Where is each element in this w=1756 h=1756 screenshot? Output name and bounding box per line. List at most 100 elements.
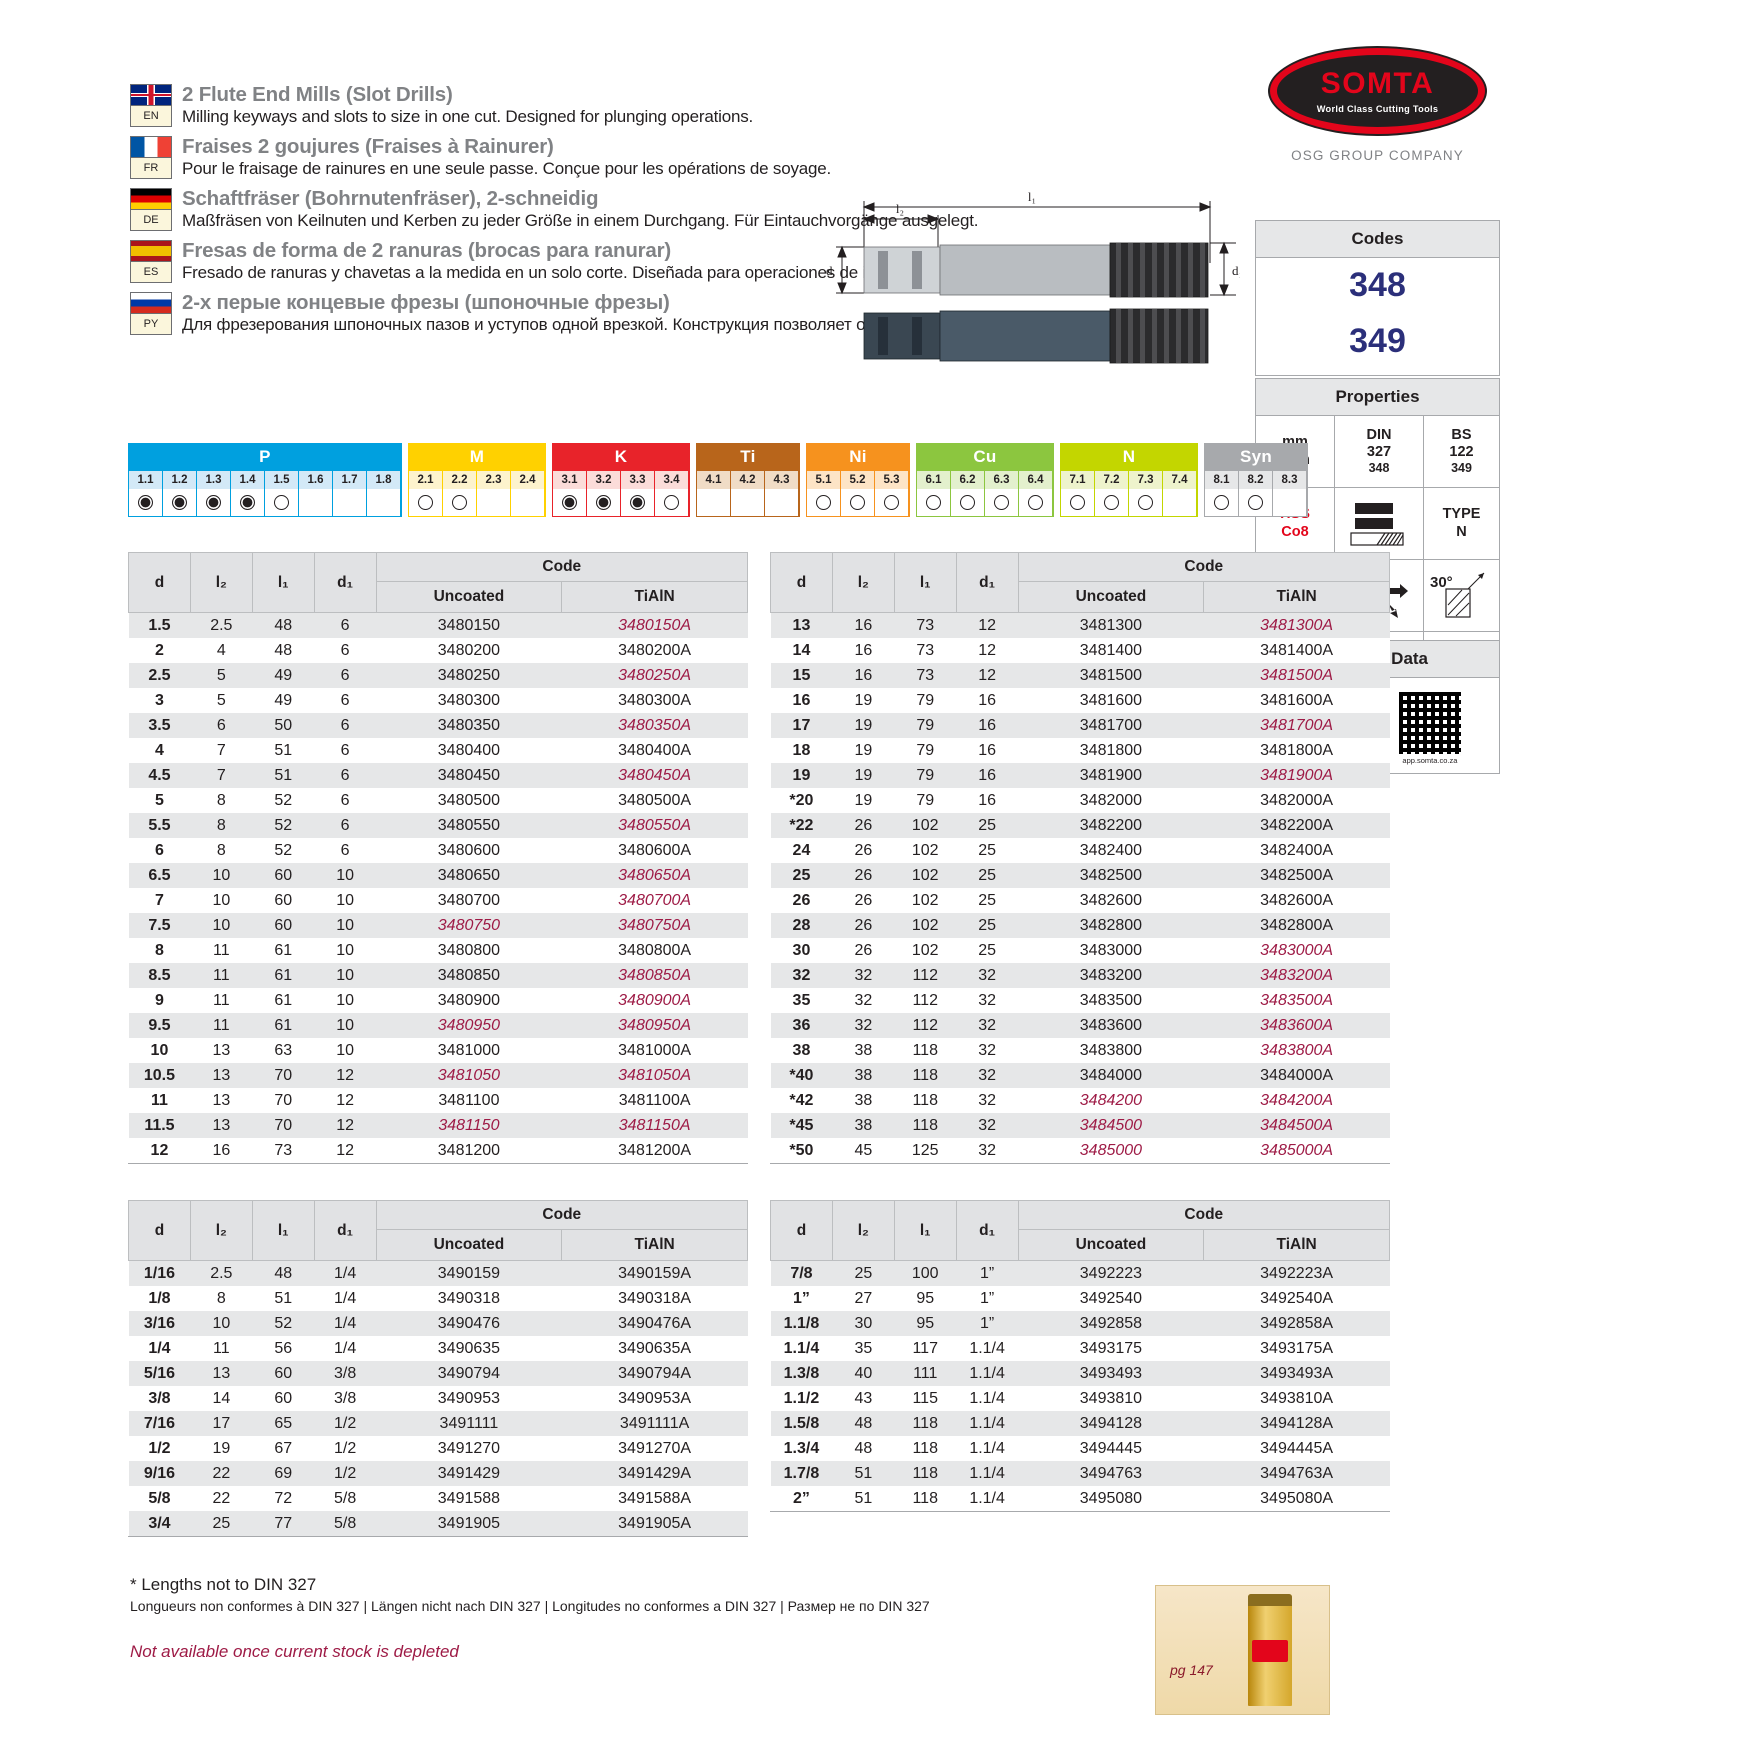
material-cell-1.8[interactable]: 1.8: [367, 471, 401, 516]
material-cell-1.2[interactable]: 1.2: [163, 471, 197, 516]
cell-l2: 26: [854, 941, 873, 959]
material-cell-4.2[interactable]: 4.2: [731, 471, 765, 516]
cell-l2: 43: [854, 1389, 873, 1407]
cell-code-uncoated: 3485000: [1079, 1141, 1143, 1159]
material-cell-3.4[interactable]: 3.4: [655, 471, 689, 516]
cell-d: 8: [154, 941, 164, 959]
cell-l2: 8: [216, 816, 226, 834]
material-cell-6.1[interactable]: 6.1: [917, 471, 951, 516]
material-number: 1.4: [231, 471, 264, 489]
cell-l2: 30: [854, 1314, 873, 1332]
language-code: EN: [130, 106, 172, 127]
material-cell-5.2[interactable]: 5.2: [841, 471, 875, 516]
cell-code-uncoated: 3482000: [1079, 791, 1143, 809]
cutting-data-panel: Cutting Data pg 110 app.somta.co.za: [1255, 640, 1500, 774]
material-cell-7.2[interactable]: 7.2: [1095, 471, 1129, 516]
material-number: 6.1: [917, 471, 950, 489]
cell-l2: 16: [854, 641, 873, 659]
cell-l1: 102: [911, 816, 939, 834]
material-number: 4.3: [765, 471, 798, 489]
cell-code-tialn: 3481150A: [618, 1116, 691, 1134]
cell-l1: 118: [912, 1041, 938, 1059]
material-cell-8.3[interactable]: 8.3: [1273, 471, 1307, 516]
material-number: 1.8: [367, 471, 400, 489]
cell-d1: 1.1/4: [969, 1339, 1005, 1357]
material-number: 5.2: [841, 471, 874, 489]
cell-code-uncoated: 3480800: [437, 941, 501, 959]
material-cell-1.1[interactable]: 1.1: [129, 471, 163, 516]
material-cell-7.4[interactable]: 7.4: [1163, 471, 1197, 516]
header-code: Code: [375, 552, 749, 582]
language-description: Pour le fraisage de rainures en une seul…: [182, 158, 832, 178]
material-cell-5.3[interactable]: 5.3: [875, 471, 909, 516]
material-cell-8.2[interactable]: 8.2: [1239, 471, 1273, 516]
cell-d1: 12: [978, 641, 997, 659]
header-tialn: TiAlN: [561, 1229, 748, 1261]
material-cell-3.1[interactable]: 3.1: [553, 471, 587, 516]
cell-code-tialn: 3490953A: [618, 1389, 692, 1407]
material-rating-dot: [1061, 489, 1094, 516]
cell-l2: 22: [212, 1489, 231, 1507]
table-row: 1.1/2 43 115 1.1/4 3493810 3493810A: [770, 1386, 1390, 1411]
cell-d: 4: [154, 741, 164, 759]
material-cell-5.1[interactable]: 5.1: [807, 471, 841, 516]
material-cell-3.3[interactable]: 3.3: [621, 471, 655, 516]
material-rating-dot: [443, 489, 476, 516]
cell-l1: 73: [916, 641, 935, 659]
material-cell-2.2[interactable]: 2.2: [443, 471, 477, 516]
table-row: 16 19 79 16 3481600 3481600A: [770, 688, 1390, 713]
material-cell-8.1[interactable]: 8.1: [1205, 471, 1239, 516]
material-cell-1.6[interactable]: 1.6: [299, 471, 333, 516]
material-group-label: Syn: [1205, 444, 1307, 471]
cell-code-uncoated: 3483600: [1079, 1016, 1143, 1034]
header-l2: l₂: [189, 552, 253, 613]
material-cell-2.1[interactable]: 2.1: [409, 471, 443, 516]
cutting-data-page: pg 110: [1294, 720, 1339, 737]
svg-text:d₁: d₁: [1232, 263, 1240, 278]
material-cell-6.2[interactable]: 6.2: [951, 471, 985, 516]
cell-d: 26: [792, 891, 811, 909]
material-cell-1.7[interactable]: 1.7: [333, 471, 367, 516]
table-row: 19 19 79 16 3481900 3481900A: [770, 763, 1390, 788]
cell-d: *20: [789, 791, 814, 809]
cell-code-uncoated: 3481800: [1079, 741, 1143, 759]
cell-l1: 52: [274, 791, 293, 809]
cell-l1: 79: [916, 791, 935, 809]
cell-d: 10: [150, 1041, 169, 1059]
cell-code-tialn: 3480250A: [618, 666, 692, 684]
material-cell-4.1[interactable]: 4.1: [697, 471, 731, 516]
table-row: 1.7/8 51 118 1.1/4 3494763 3494763A: [770, 1461, 1390, 1486]
material-cell-2.4[interactable]: 2.4: [511, 471, 545, 516]
prop-type-n: TYPE N: [1424, 488, 1499, 560]
cell-d1: 32: [978, 1066, 997, 1084]
material-group-label: M: [409, 444, 545, 471]
cell-d: 3/8: [148, 1389, 171, 1407]
cell-d: 7.5: [148, 916, 171, 934]
cell-d: 36: [792, 1016, 811, 1034]
material-cell-7.3[interactable]: 7.3: [1129, 471, 1163, 516]
cell-d: 1/4: [148, 1339, 171, 1357]
promo-box[interactable]: pg 147: [1155, 1585, 1330, 1715]
material-cell-7.1[interactable]: 7.1: [1061, 471, 1095, 516]
material-cell-6.3[interactable]: 6.3: [985, 471, 1019, 516]
qr-code[interactable]: app.somta.co.za: [1398, 692, 1461, 765]
cell-code-tialn: 3480400A: [618, 741, 692, 759]
cell-l1: 79: [916, 766, 935, 784]
cell-code-uncoated: 3492858: [1079, 1314, 1143, 1332]
cell-code-uncoated: 3481500: [1079, 666, 1143, 684]
cell-d1: 1/4: [333, 1264, 357, 1282]
material-cell-2.3[interactable]: 2.3: [477, 471, 511, 516]
material-cell-1.4[interactable]: 1.4: [231, 471, 265, 516]
material-cell-3.2[interactable]: 3.2: [587, 471, 621, 516]
table-row: 1/8 8 51 1/4 3490318 3490318A: [128, 1286, 748, 1311]
cell-code-tialn: 3492858A: [1260, 1314, 1334, 1332]
cell-l2: 32: [854, 991, 873, 1009]
cell-l1: 73: [916, 666, 935, 684]
material-cell-1.5[interactable]: 1.5: [265, 471, 299, 516]
material-cell-6.4[interactable]: 6.4: [1019, 471, 1053, 516]
cell-d: 35: [792, 991, 811, 1009]
cell-d1: 1/2: [333, 1414, 357, 1432]
material-cell-4.3[interactable]: 4.3: [765, 471, 799, 516]
material-cell-1.3[interactable]: 1.3: [197, 471, 231, 516]
